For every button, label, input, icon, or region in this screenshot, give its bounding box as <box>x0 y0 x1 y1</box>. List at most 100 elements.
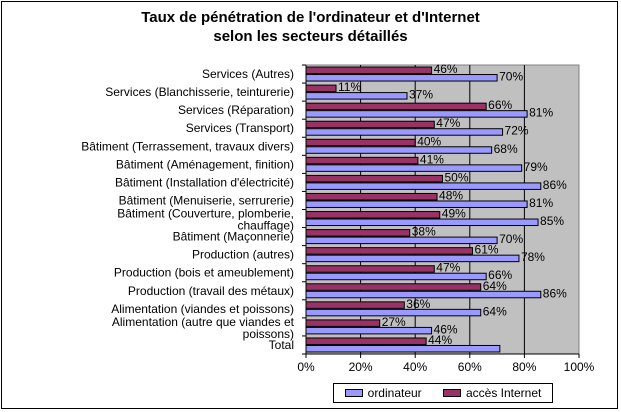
category-label-line: Total <box>269 338 294 352</box>
bar-acces-internet <box>305 174 443 183</box>
legend-label-acces-internet: accès Internet <box>465 386 542 400</box>
x-tick-label: 0% <box>297 360 315 374</box>
bar-acces-internet <box>305 301 405 309</box>
legend-swatch-ordinateur <box>344 389 363 397</box>
bar-ordinateur-label: 66% <box>488 268 512 282</box>
bar-ordinateur <box>305 326 433 335</box>
category-label-line: Bâtiment (Maçonnerie) <box>173 230 294 244</box>
x-tick-label: 80% <box>512 360 536 374</box>
bar-acces-internet <box>305 319 381 327</box>
category-label: Bâtiment (Installation d'électricité) <box>115 175 294 189</box>
category-label: Bâtiment (Aménagement, finition) <box>116 157 294 171</box>
bar-ordinateur-label: 64% <box>483 304 507 318</box>
bar-acces-internet <box>305 138 416 147</box>
bar-acces-internet-label: 46% <box>434 62 458 76</box>
category-label: Bâtiment (Terrassement, travaux divers) <box>81 139 294 153</box>
x-tick-label: 60% <box>458 360 482 374</box>
category-label-line: Bâtiment (Menuiserie, serrurerie) <box>119 193 294 207</box>
bar-acces-internet-label: 27% <box>382 315 406 329</box>
bar-ordinateur-label: 70% <box>499 70 523 84</box>
bar-acces-internet <box>305 247 474 255</box>
bar-ordinateur-label: 46% <box>434 322 458 336</box>
chart-title-line-2: selon les secteurs détaillés <box>213 28 408 45</box>
bar-ordinateur-label: 37% <box>409 88 433 102</box>
bar-acces-internet-label: 66% <box>488 98 512 112</box>
bar-acces-internet-label: 47% <box>436 261 460 275</box>
category-label: Alimentation (autre que viandes et poisso… <box>112 315 295 341</box>
bar-acces-internet-label: 40% <box>417 134 441 148</box>
legend-label-ordinateur: ordinateur <box>367 386 422 400</box>
bar-acces-internet <box>305 229 411 237</box>
category-label-line: Production (autres) <box>192 248 294 262</box>
category-label-line: chauffage) <box>238 219 295 233</box>
x-tick-label: 40% <box>403 360 427 374</box>
legend-item-acces-internet: accès Internet <box>442 386 542 400</box>
bar-ordinateur-label: 85% <box>540 214 564 228</box>
chart-title: Taux de pénétration de l'ordinateur et d… <box>0 8 621 46</box>
bar-acces-internet-label: 50% <box>445 170 469 184</box>
category-label-line: Services (Transport) <box>186 121 294 135</box>
category-label-line: Bâtiment (Terrassement, travaux divers) <box>81 139 294 153</box>
category-label: Bâtiment (Couverture, plomberie, chauffag… <box>117 207 294 233</box>
bar-ordinateur-label: 78% <box>521 250 545 264</box>
category-label-line: Alimentation (autre que viandes et <box>112 315 295 329</box>
bar-ordinateur-label: 81% <box>529 106 553 120</box>
bar-ordinateur-label: 86% <box>543 178 567 192</box>
category-label: Bâtiment (Maçonnerie) <box>173 230 294 244</box>
bar-acces-internet <box>305 337 427 345</box>
bar-ordinateur-label: 70% <box>499 232 523 246</box>
category-label: Services (Réparation) <box>178 103 294 117</box>
bar-ordinateur <box>305 110 528 118</box>
x-tick-label: 100% <box>564 360 595 374</box>
category-label-line: Bâtiment (Aménagement, finition) <box>116 157 294 171</box>
bar-acces-internet-label: 64% <box>483 279 507 293</box>
bar-acces-internet-label: 49% <box>442 207 466 221</box>
bar-ordinateur-label: 68% <box>494 142 518 156</box>
x-tick-label: 20% <box>349 360 373 374</box>
bar-acces-internet <box>305 283 482 291</box>
legend-swatch-acces-internet <box>442 389 461 397</box>
bar-ordinateur <box>305 236 498 245</box>
bar-ordinateur <box>305 308 482 317</box>
bar-acces-internet-label: 48% <box>439 188 463 202</box>
category-label: Production (travail des métaux) <box>128 284 294 298</box>
bar-ordinateur <box>305 146 493 154</box>
category-label: Services (Transport) <box>186 121 294 135</box>
category-label: Alimentation (viandes et poissons) <box>111 302 294 316</box>
legend-item-ordinateur: ordinateur <box>344 386 422 400</box>
bar-acces-internet <box>305 66 433 75</box>
category-label: Production (bois et ameublement) <box>114 266 294 280</box>
bar-ordinateur <box>305 182 542 190</box>
bar-ordinateur <box>305 254 520 263</box>
bar-acces-internet-label: 41% <box>420 152 444 166</box>
bar-ordinateur <box>305 128 504 136</box>
bar-ordinateur-label: 72% <box>505 124 529 138</box>
bar-acces-internet-label: 61% <box>475 243 499 257</box>
category-label-line: Services (Blanchisserie, teinturerie) <box>105 85 294 99</box>
bar-ordinateur <box>305 74 498 82</box>
bar-acces-internet-label: 38% <box>412 225 436 239</box>
bar-acces-internet <box>305 84 337 93</box>
bar-ordinateur <box>305 200 528 208</box>
bar-ordinateur-label: 86% <box>543 286 567 300</box>
bar-acces-internet <box>305 156 419 165</box>
bar-acces-internet <box>305 102 487 111</box>
bar-ordinateur <box>305 164 523 172</box>
legend: ordinateur accès Internet <box>333 383 553 403</box>
bar-ordinateur <box>305 218 539 227</box>
plot-area: 0% 20% 40% 60% 80% 100% Services (Autres) 46% 70… <box>81 62 594 374</box>
bar-ordinateur-label: 79% <box>524 160 548 174</box>
category-label-line: Services (Réparation) <box>178 103 294 117</box>
category-label-line: Production (bois et ameublement) <box>114 266 294 280</box>
category-label-line: Bâtiment (Installation d'électricité) <box>115 175 294 189</box>
chart-title-line-1: Taux de pénétration de l'ordinateur et d… <box>141 9 480 26</box>
category-label-line: Alimentation (viandes et poissons) <box>111 302 294 316</box>
bar-acces-internet <box>305 265 435 273</box>
bar-ordinateur <box>305 272 487 281</box>
bar-ordinateur <box>305 344 501 353</box>
category-label: Total <box>269 338 294 352</box>
category-label: Services (Blanchisserie, teinturerie) <box>105 85 294 99</box>
bar-acces-internet-label: 44% <box>428 333 452 347</box>
category-label-line: Bâtiment (Couverture, plomberie, <box>117 207 294 221</box>
